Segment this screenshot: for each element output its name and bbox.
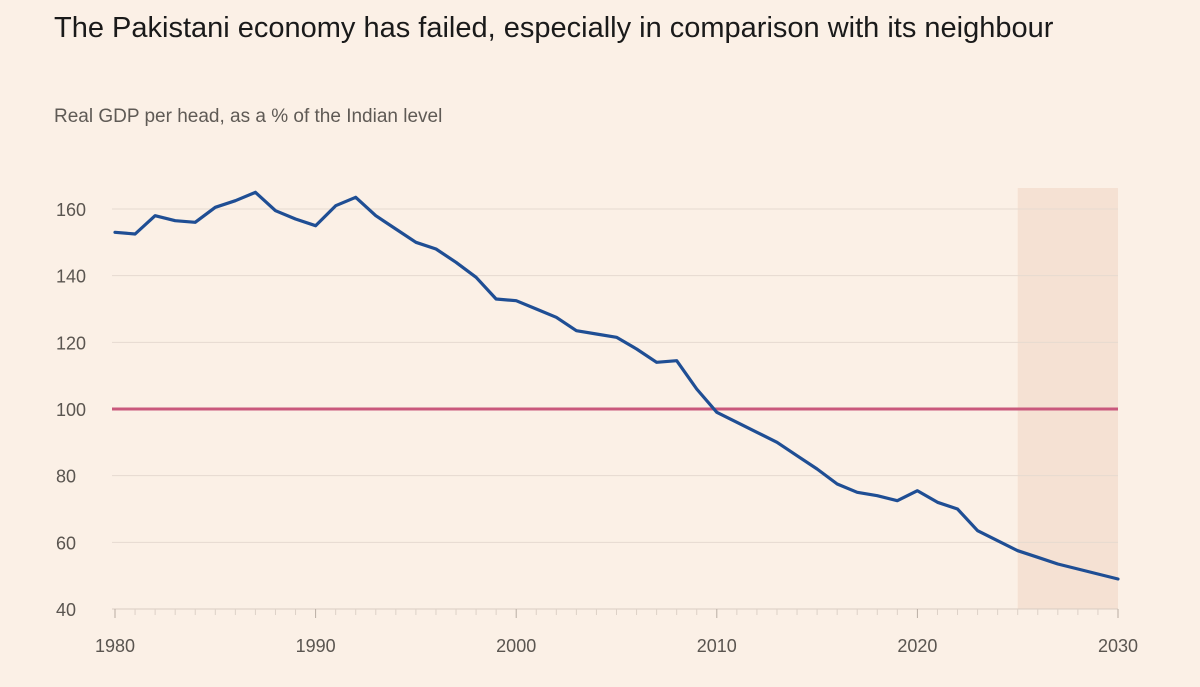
x-tick-label-1980: 1980 xyxy=(95,636,135,656)
x-tick-label-2020: 2020 xyxy=(897,636,937,656)
x-tick-label-2030: 2030 xyxy=(1098,636,1138,656)
y-tick-label-160: 160 xyxy=(56,200,86,220)
y-tick-label-80: 80 xyxy=(56,467,76,487)
x-tick-label-2000: 2000 xyxy=(496,636,536,656)
forecast-shaded-region xyxy=(1017,188,1118,609)
y-tick-label-120: 120 xyxy=(56,333,86,353)
series-line-0 xyxy=(113,190,1120,581)
chart-subtitle: Real GDP per head, as a % of the Indian … xyxy=(54,106,443,127)
y-tick-label-100: 100 xyxy=(56,400,86,420)
x-tick-label-2010: 2010 xyxy=(697,636,737,656)
y-tick-label-40: 40 xyxy=(56,600,76,620)
chart-title: The Pakistani economy has failed, especi… xyxy=(54,12,1054,44)
y-tick-label-140: 140 xyxy=(56,267,86,287)
x-tick-label-1990: 1990 xyxy=(296,636,336,656)
y-tick-label-60: 60 xyxy=(56,533,76,553)
